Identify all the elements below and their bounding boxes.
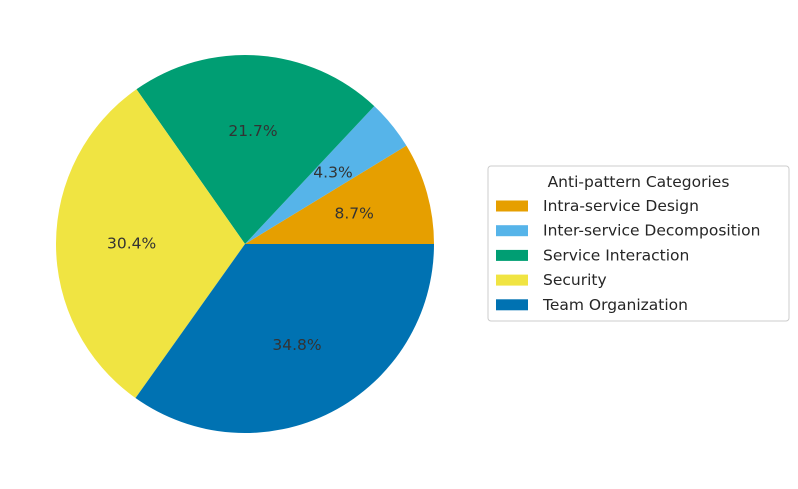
pie-slice-percent-label: 8.7% [334,204,373,222]
pie-slices [56,55,434,433]
pie-slice-percent-label: 4.3% [313,163,352,181]
legend-title: Anti-pattern Categories [548,173,730,191]
legend-items: Intra-service Design Inter-service Decomp… [496,197,760,314]
pie-slice-team-organization [135,244,434,433]
legend-label: Service Interaction [543,246,689,264]
legend: Anti-pattern Categories Intra-service De… [487,165,790,322]
legend-frame [487,165,790,322]
pie-slice-percent-label: 34.8% [272,336,321,354]
pie-slice-security [56,89,246,399]
legend-swatch [496,274,528,286]
pie-slice-intra-service-design [245,145,434,244]
pie-slice-service-interaction [136,55,375,245]
legend-label: Team Organization [542,296,688,314]
pie-slice-percent-label: 21.7% [228,122,277,140]
legend-label: Security [543,271,607,289]
legend-label: Inter-service Decomposition [543,222,760,240]
legend-swatch [496,299,528,311]
pie-slice-labels: 8.7% 4.3% 21.7% 30.4% 34.8% [107,122,374,354]
pie-slice-percent-label: 30.4% [107,235,156,253]
pie-slice-inter-service-decomposition [245,106,407,244]
legend-swatch [496,225,528,237]
legend-swatch [496,200,528,212]
legend-swatch [496,249,528,261]
legend-label: Intra-service Design [543,197,699,215]
